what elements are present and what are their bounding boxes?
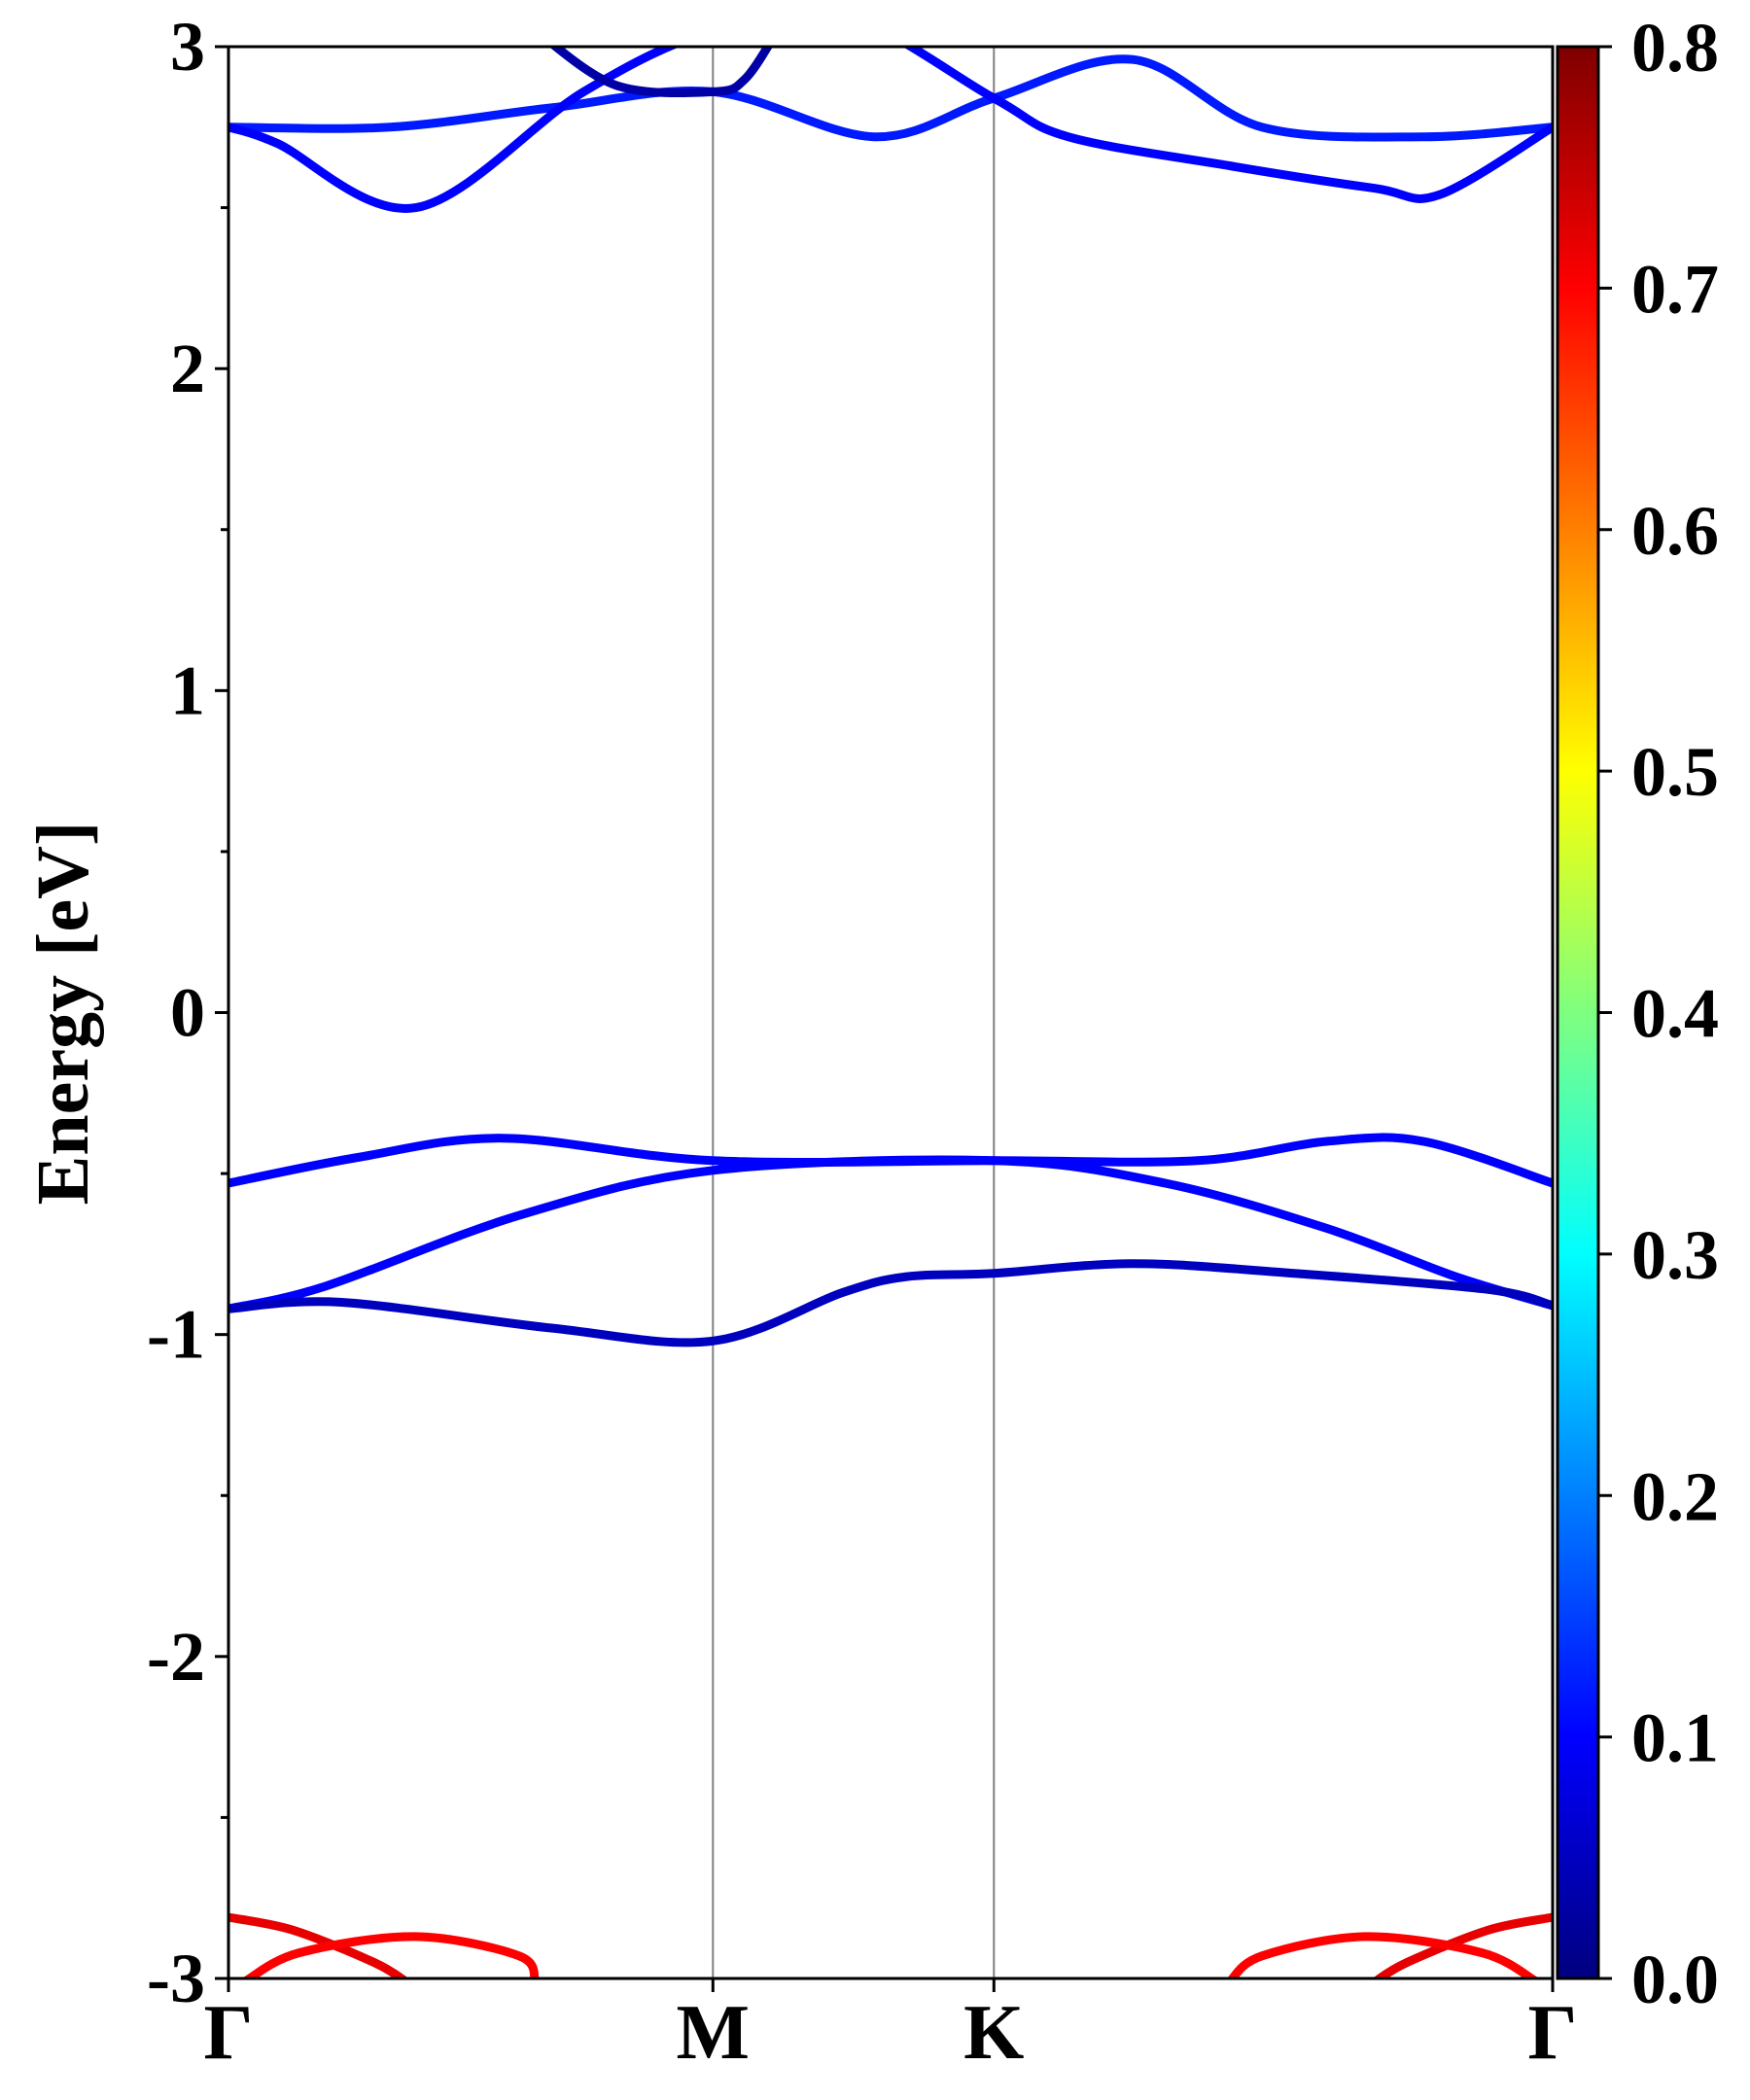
y-tick-label: -1 <box>147 1296 205 1374</box>
band-line <box>228 1155 1553 1313</box>
plot-frame <box>227 45 1555 1980</box>
colorbar-tick-label: 0.4 <box>1631 975 1719 1053</box>
x-tick-label: M <box>677 1990 751 2076</box>
x-tick-label: Γ <box>204 1990 254 2076</box>
high-symmetry-lines <box>712 47 996 1978</box>
colorbar-tick-label: 0.3 <box>1631 1216 1719 1294</box>
band-line <box>1226 1932 1540 1978</box>
y-axis: -3 -2 -1 0 1 2 3 <box>147 8 228 2017</box>
colorbar-tick-label: 0.0 <box>1631 1941 1719 2018</box>
y-tick-label: 3 <box>170 8 205 86</box>
colorbar-ticks: 0.0 0.1 0.2 0.3 0.4 0.5 0.6 0.7 0.8 <box>1598 9 1719 2018</box>
colorbar-tick-label: 0.8 <box>1631 9 1719 87</box>
y-tick-label: 0 <box>170 974 205 1052</box>
colorbar-tick-label: 0.1 <box>1631 1699 1719 1777</box>
band-line <box>228 1259 1553 1348</box>
bands <box>228 47 1553 1978</box>
colorbar-gradient <box>1556 45 1600 1980</box>
band-line <box>548 47 773 98</box>
colorbar: 0.0 0.1 0.2 0.3 0.4 0.5 0.6 0.7 0.8 <box>1556 9 1719 2018</box>
x-tick-label: K <box>963 1990 1024 2076</box>
y-tick-label: 2 <box>170 330 205 407</box>
y-tick-label: 1 <box>170 651 205 729</box>
band-line <box>228 47 1553 213</box>
colorbar-tick-label: 0.5 <box>1631 733 1719 811</box>
y-tick-label: -3 <box>147 1940 205 2017</box>
colorbar-tick-label: 0.7 <box>1631 250 1719 328</box>
colorbar-tick-label: 0.6 <box>1631 492 1719 570</box>
y-axis-title: Energy [eV] <box>22 822 104 1206</box>
band-line <box>241 1932 540 1978</box>
band-line <box>228 54 1553 142</box>
x-tick-label: Γ <box>1528 1990 1578 2076</box>
colorbar-tick-label: 0.2 <box>1631 1457 1719 1535</box>
y-tick-label: -2 <box>147 1618 205 1696</box>
